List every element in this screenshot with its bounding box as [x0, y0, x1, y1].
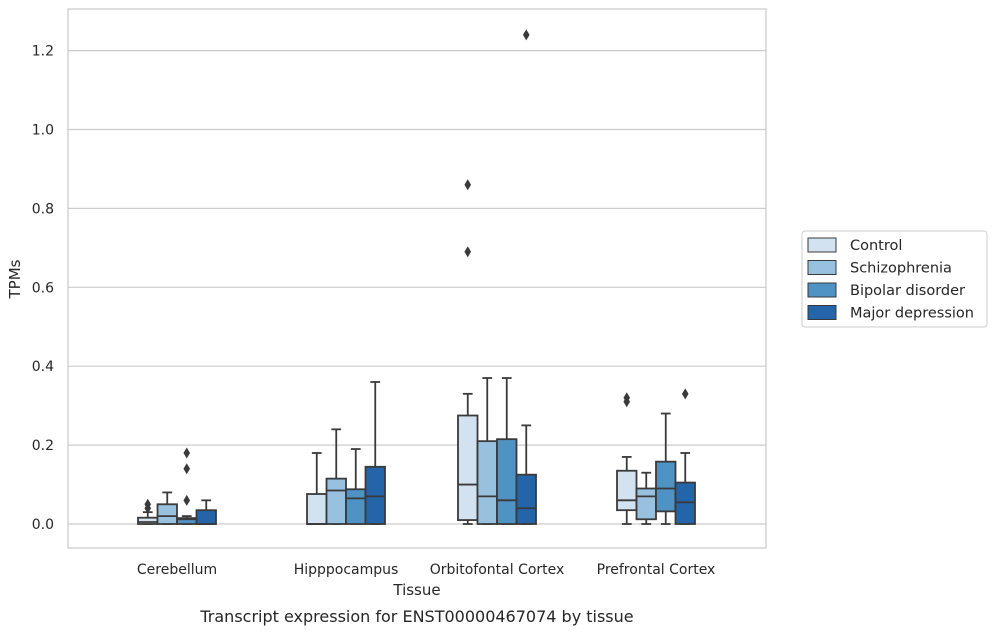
box-iqr [674, 481, 696, 525]
x-axis-ticks: Cerebellum Hipppocampus Orbitofontal Corte… [137, 562, 715, 578]
y-tick-label: 0.0 [32, 517, 54, 533]
outlier-marker [183, 463, 191, 475]
x-tick-label: Cerebellum [137, 562, 217, 578]
y-tick-label: 0.6 [32, 280, 54, 296]
box-iqr [156, 503, 178, 525]
box-plot-item [515, 29, 537, 525]
box-iqr [195, 509, 217, 525]
legend-label: Control [850, 238, 902, 254]
box-plot-item [345, 448, 367, 525]
outlier-marker [623, 392, 631, 404]
x-axis-label: Tissue [392, 581, 440, 599]
x-tick-label: Hipppocampus [294, 562, 399, 578]
legend-label: Bipolar disorder [850, 283, 965, 299]
box-plot-item [137, 498, 159, 525]
legend-swatch [807, 305, 837, 320]
box-iqr [635, 487, 657, 521]
outlier-marker [464, 179, 472, 191]
box-plot-item [674, 388, 696, 525]
box-iqr [345, 488, 367, 525]
box-plot-item [156, 491, 178, 525]
box-iqr [137, 516, 159, 525]
outlier-marker [183, 494, 191, 506]
outlier-marker [522, 29, 530, 41]
y-axis-label: TPMs [6, 259, 24, 299]
box-iqr [655, 460, 677, 513]
box-iqr [476, 440, 498, 525]
y-tick-label: 1.2 [32, 44, 54, 60]
box-iqr [364, 465, 386, 525]
outlier-marker [464, 246, 472, 258]
box-iqr [325, 477, 347, 525]
y-tick-label: 0.4 [32, 359, 54, 375]
legend-label: Schizophrenia [850, 261, 952, 277]
box-plot-item [195, 499, 217, 525]
box-plot-item [476, 377, 498, 525]
outlier-marker [681, 388, 689, 400]
grid-lines [68, 49, 766, 525]
box-iqr [616, 469, 638, 512]
x-tick-label: Prefrontal Cortex [597, 562, 716, 578]
box-plot-item [616, 392, 638, 525]
y-tick-label: 0.2 [32, 438, 54, 454]
legend-swatch [807, 282, 837, 298]
box-iqr [457, 414, 479, 521]
chart-caption: Transcript expression for ENST0000046707… [199, 607, 633, 626]
plot-area-frame [67, 8, 767, 549]
box-iqr [496, 438, 518, 525]
x-tick-label: Orbitofontal Cortex [430, 562, 565, 578]
box-plot-item [325, 428, 347, 525]
legend-swatch [807, 237, 837, 253]
legend: Control Schizophrenia Bipolar disorder Majo… [801, 230, 988, 328]
box-plot-item [364, 381, 386, 525]
y-axis-ticks: 0.0 0.2 0.4 0.6 0.8 1.0 1.2 [32, 44, 54, 533]
legend-frame [801, 230, 988, 328]
box-plot-item [457, 179, 479, 525]
box-plot-item [635, 471, 657, 525]
box-iqr [306, 493, 328, 525]
legend-label: Major depression [850, 306, 974, 322]
y-tick-label: 1.0 [32, 123, 54, 139]
box-iqr [515, 473, 537, 525]
outlier-marker [183, 447, 191, 459]
box-plot-item [655, 412, 677, 525]
y-tick-label: 0.8 [32, 201, 54, 217]
box-plot-item [496, 377, 518, 525]
box-groups [137, 29, 696, 525]
box-plot-item [306, 452, 328, 525]
legend-swatch [807, 260, 837, 275]
outlier-marker [144, 498, 152, 510]
box-plot-item [176, 447, 198, 525]
